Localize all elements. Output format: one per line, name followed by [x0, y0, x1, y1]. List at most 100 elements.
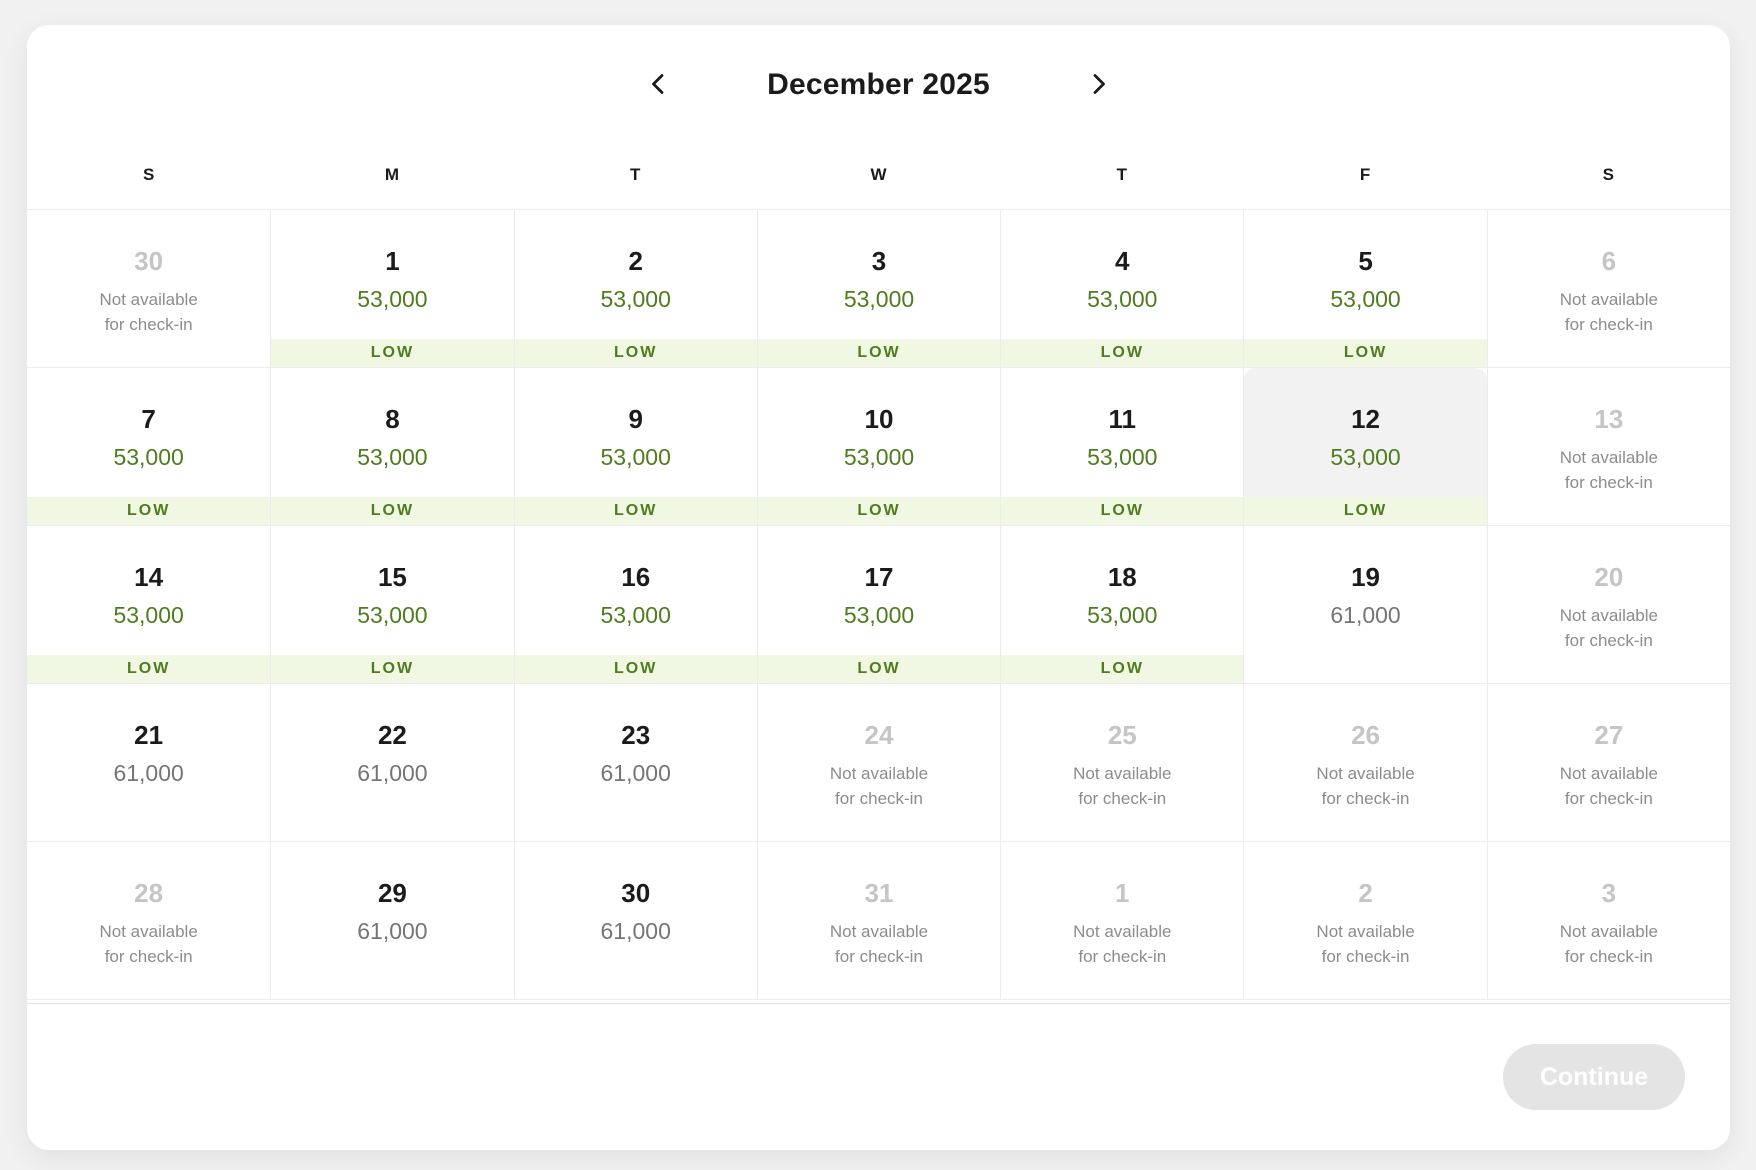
not-available-note: Not available for check-in: [1559, 764, 1658, 808]
day-cell-body: 13 Not available for check-in: [1488, 368, 1730, 497]
not-available-note: Not available for check-in: [1559, 290, 1658, 334]
day-cell-9[interactable]: 9 53,000 LOW: [513, 368, 757, 525]
day-price: 53,000: [113, 602, 184, 628]
day-cell-body: 21 61,000: [27, 684, 270, 813]
day-cell-1[interactable]: 1 53,000 LOW: [270, 210, 514, 367]
day-price: 53,000: [600, 444, 671, 470]
not-available-note: Not available for check-in: [1559, 606, 1658, 650]
day-cell-8[interactable]: 8 53,000 LOW: [270, 368, 514, 525]
not-available-note: Not available for check-in: [829, 922, 929, 966]
next-month-button[interactable]: [1078, 63, 1122, 107]
day-price: 53,000: [1087, 602, 1158, 628]
day-cell-body: 17 53,000: [758, 526, 1000, 655]
day-number: 16: [621, 562, 651, 592]
day-price: 53,000: [843, 444, 915, 470]
prev-month-button[interactable]: [635, 63, 679, 107]
day-price: 53,000: [843, 602, 915, 628]
day-number: 26: [1351, 720, 1381, 750]
day-cell-body: 14 53,000: [27, 526, 270, 655]
day-cell-28: 28 Not available for check-in: [27, 842, 270, 999]
day-cell-23[interactable]: 23 61,000: [513, 684, 757, 841]
low-fare-badge: LOW: [271, 339, 514, 367]
calendar-grid: 30 Not available for check-in 1 53,000 LOW 2 53…: [27, 210, 1730, 1000]
day-cell-body: 19 61,000: [1244, 526, 1486, 655]
not-available-note: Not available for check-in: [1559, 448, 1658, 492]
day-price: 53,000: [1087, 444, 1158, 470]
day-cell-3[interactable]: 3 53,000 LOW: [756, 210, 1001, 367]
day-number: 1: [385, 246, 400, 276]
day-number: 22: [377, 720, 407, 750]
day-cell-11[interactable]: 11 53,000 LOW: [1000, 368, 1244, 525]
day-cell-29[interactable]: 29 61,000: [270, 842, 513, 999]
not-available-note: Not available for check-in: [1073, 764, 1172, 808]
not-available-note: Not available for check-in: [99, 290, 198, 334]
day-cell-5[interactable]: 5 53,000 LOW: [1243, 210, 1487, 367]
day-number: 10: [864, 404, 894, 434]
day-cell-body: 6 Not available for check-in: [1488, 210, 1730, 339]
low-fare-badge: LOW: [1244, 339, 1487, 367]
weekday-label-4: T: [1116, 165, 1127, 184]
day-cell-body: 30 Not available for check-in: [27, 210, 270, 339]
day-cell-2[interactable]: 2 53,000 LOW: [513, 210, 757, 367]
day-cell-14[interactable]: 14 53,000 LOW: [27, 526, 271, 683]
day-cell-19[interactable]: 19 61,000: [1243, 526, 1486, 683]
day-price: 53,000: [357, 602, 428, 628]
weekday-label-5: F: [1359, 165, 1371, 184]
day-cell-24: 24 Not available for check-in: [756, 684, 1000, 841]
low-fare-badge: LOW: [514, 497, 757, 525]
low-fare-badge: LOW: [271, 655, 514, 683]
day-cell-12[interactable]: 12 53,000 LOW: [1243, 368, 1487, 525]
day-number: 30: [134, 246, 164, 276]
calendar-card: December 2025 S M T W T F S 30 Not available for…: [27, 25, 1730, 1150]
low-fare-badge: LOW: [514, 339, 757, 367]
day-cell-10[interactable]: 10 53,000 LOW: [756, 368, 1001, 525]
day-cell-21[interactable]: 21 61,000: [27, 684, 270, 841]
day-cell-4[interactable]: 4 53,000 LOW: [1000, 210, 1244, 367]
low-fare-badge: LOW: [271, 497, 514, 525]
week-row-1: 30 Not available for check-in 1 53,000 LOW 2 53…: [27, 210, 1730, 368]
week-row-3: 14 53,000 LOW 15 53,000 LOW 16 53,000 LOW 17 53,00…: [27, 526, 1730, 684]
day-cell-22[interactable]: 22 61,000: [270, 684, 513, 841]
day-cell-30[interactable]: 30 61,000: [513, 842, 757, 999]
not-available-note: Not available for check-in: [99, 922, 198, 966]
day-price: 53,000: [113, 444, 184, 470]
day-number: 11: [1108, 404, 1137, 434]
day-cell-16[interactable]: 16 53,000 LOW: [513, 526, 757, 683]
day-cell-body: 25 Not available for check-in: [1001, 684, 1243, 813]
day-cell-body: 18 53,000: [1001, 526, 1243, 655]
day-number: 29: [377, 878, 407, 908]
day-number: 28: [134, 878, 164, 908]
day-cell-17[interactable]: 17 53,000 LOW: [756, 526, 1001, 683]
day-cell-body: 7 53,000: [27, 368, 270, 497]
not-available-note: Not available for check-in: [1316, 764, 1415, 808]
day-price: 61,000: [600, 918, 671, 944]
day-price: 61,000: [357, 918, 428, 944]
day-price: 53,000: [600, 602, 671, 628]
day-number: 21: [134, 720, 164, 750]
continue-button[interactable]: Continue: [1503, 1044, 1685, 1110]
day-number: 4: [1115, 246, 1130, 276]
day-number: 12: [1351, 404, 1381, 434]
day-number: 3: [1601, 878, 1617, 908]
day-number: 18: [1107, 562, 1137, 592]
day-number: 3: [871, 246, 887, 276]
day-cell-7[interactable]: 7 53,000 LOW: [27, 368, 271, 525]
weekday-label-3: W: [870, 165, 887, 184]
day-cell-20: 20 Not available for check-in: [1486, 526, 1730, 683]
day-price: 53,000: [357, 286, 428, 312]
day-price: 61,000: [113, 760, 184, 786]
day-cell-body: 4 53,000: [1001, 210, 1243, 339]
day-cell-body: 30 61,000: [515, 842, 757, 971]
day-number: 5: [1358, 246, 1373, 276]
low-fare-badge: LOW: [757, 497, 1001, 525]
low-fare-badge: LOW: [27, 497, 271, 525]
weekday-label-2: T: [630, 165, 641, 184]
day-cell-body: 1 Not available for check-in: [1001, 842, 1243, 971]
day-cell-18[interactable]: 18 53,000 LOW: [1000, 526, 1244, 683]
day-cell-15[interactable]: 15 53,000 LOW: [270, 526, 514, 683]
low-fare-badge: LOW: [514, 655, 757, 683]
low-fare-badge: LOW: [27, 655, 271, 683]
calendar-footer: Continue: [27, 1003, 1730, 1150]
day-cell-body: 12 53,000: [1244, 368, 1487, 497]
